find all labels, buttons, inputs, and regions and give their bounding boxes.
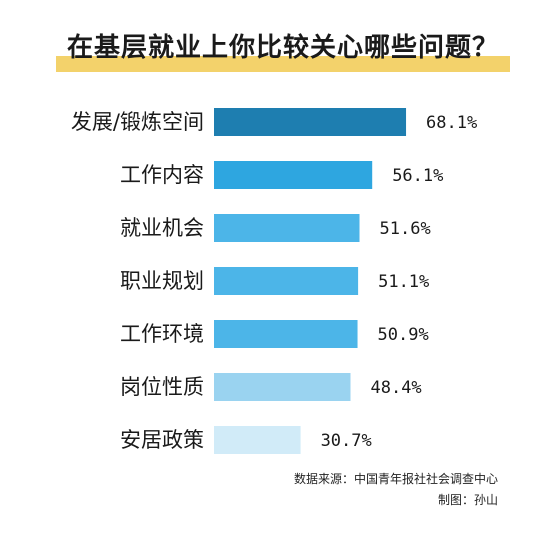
bar xyxy=(214,426,301,454)
value-label: 68.1% xyxy=(426,113,477,133)
value-label: 50.9% xyxy=(378,325,429,345)
value-label: 48.4% xyxy=(370,378,421,398)
value-label: 56.1% xyxy=(392,166,443,186)
category-label: 工作内容 xyxy=(120,163,204,187)
chart-credit: 制图：孙山 xyxy=(437,493,498,507)
category-label: 职业规划 xyxy=(120,269,204,293)
category-label: 工作环境 xyxy=(120,322,204,346)
bar xyxy=(214,161,373,189)
category-label: 安居政策 xyxy=(120,428,204,452)
value-label: 30.7% xyxy=(321,431,372,451)
bar xyxy=(214,214,360,242)
chart-title: 在基层就业上你比较关心哪些问题？ xyxy=(66,33,499,63)
title-highlight-band xyxy=(56,56,510,72)
category-label: 就业机会 xyxy=(120,216,204,240)
value-label: 51.1% xyxy=(378,272,429,292)
bar xyxy=(214,108,407,136)
bar xyxy=(214,320,358,348)
value-label: 51.6% xyxy=(380,219,431,239)
bar xyxy=(214,267,359,295)
category-label: 岗位性质 xyxy=(120,375,204,399)
category-label: 发展/锻炼空间 xyxy=(71,110,204,134)
bar xyxy=(214,373,351,401)
data-source: 数据来源：中国青年报社社会调查中心 xyxy=(293,472,498,486)
